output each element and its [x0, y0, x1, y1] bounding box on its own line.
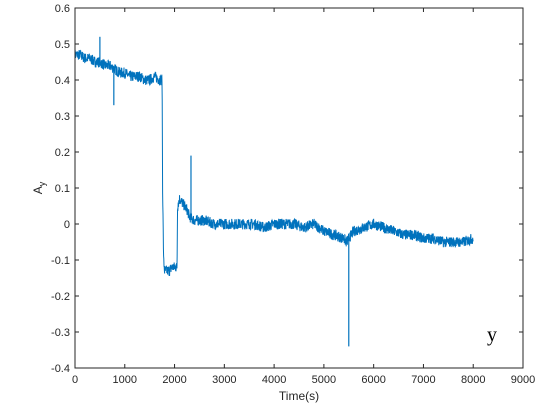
x-axis: 0 1000 2000 3000 4000 5000 6000 7000 8000 9000: [72, 8, 535, 386]
svg-text:Ay: Ay: [31, 181, 47, 194]
y-axis-title: Ay: [31, 181, 47, 194]
x-tick-label: 6000: [361, 374, 385, 386]
y-tick-label: -0.3: [51, 327, 70, 339]
y-tick-label: 0: [64, 219, 70, 231]
y-tick-label: 0.4: [55, 75, 70, 87]
y-axis: -0.4 -0.3 -0.2 -0.1 0 0.1 0.2 0.3 0.4 0.5 0.6: [51, 3, 523, 375]
y-tick-label: -0.4: [51, 363, 70, 375]
x-tick-label: 0: [72, 374, 78, 386]
y-tick-label: 0.1: [55, 183, 70, 195]
x-tick-label: 5000: [312, 374, 336, 386]
y-tick-label: 0.6: [55, 3, 70, 15]
y-tick-label: 0.5: [55, 39, 70, 51]
y-axis-title-main: A: [31, 186, 45, 194]
y-tick-label: -0.2: [51, 291, 70, 303]
x-tick-label: 3000: [212, 374, 236, 386]
x-axis-title: Time(s): [279, 389, 319, 403]
x-tick-label: 7000: [411, 374, 435, 386]
x-tick-label: 4000: [262, 374, 286, 386]
x-tick-label: 8000: [461, 374, 485, 386]
y-tick-label: 0.2: [55, 147, 70, 159]
x-tick-label: 9000: [511, 374, 535, 386]
x-tick-label: 1000: [113, 374, 137, 386]
x-tick-label: 2000: [162, 374, 186, 386]
plot-area: [75, 8, 523, 368]
y-tick-label: -0.1: [51, 255, 70, 267]
annotation-y: y: [487, 324, 497, 346]
data-layer: [74, 36, 474, 347]
signal-line: [74, 49, 474, 277]
y-axis-title-subscript: y: [37, 181, 47, 186]
y-tick-label: 0.3: [55, 111, 70, 123]
